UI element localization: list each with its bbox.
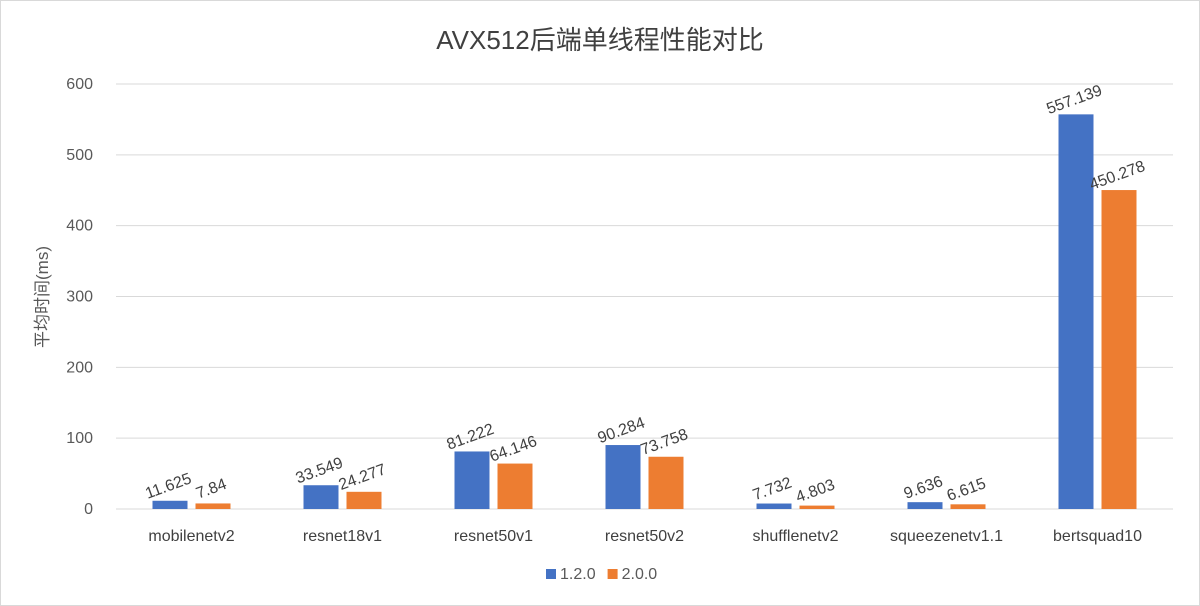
- data-label: 24.277: [337, 461, 389, 494]
- y-tick-label: 100: [66, 430, 93, 447]
- bar-2.0.0: [799, 505, 835, 509]
- bar-2.0.0: [950, 504, 986, 509]
- x-category-label: shufflenetv2: [753, 528, 839, 545]
- data-label: 6.615: [945, 475, 989, 505]
- bar-2.0.0: [648, 456, 684, 509]
- y-tick-label: 300: [66, 289, 93, 306]
- gridlines: [116, 83, 1173, 510]
- legend: 1.2.0 2.0.0: [546, 566, 657, 583]
- bar-1.2.0: [907, 502, 943, 509]
- data-label: 7.732: [751, 474, 795, 504]
- bar-1.2.0: [756, 503, 792, 509]
- y-tick-label: 400: [66, 218, 93, 235]
- chart-title: AVX512后端单线程性能对比: [436, 25, 763, 55]
- data-label: 73.758: [639, 426, 691, 459]
- legend-label: 1.2.0: [560, 566, 596, 583]
- bar-2.0.0: [346, 491, 382, 509]
- x-category-label: mobilenetv2: [148, 528, 234, 545]
- bar-1.2.0: [152, 500, 188, 509]
- y-tick-label: 200: [66, 359, 93, 376]
- y-axis-label: 平均时间(ms): [33, 246, 52, 348]
- bars: [152, 114, 1137, 510]
- bar-1.2.0: [303, 485, 339, 509]
- legend-swatch: [607, 569, 618, 579]
- data-label: 4.803: [794, 477, 838, 507]
- data-labels: 11.625 7.8433.54924.27781.22264.14690.284…: [143, 82, 1148, 506]
- x-category-label: resnet50v2: [605, 528, 684, 545]
- x-category-label: squeezenetv1.1: [890, 528, 1003, 545]
- data-label: 557.139: [1044, 82, 1104, 118]
- legend-swatch: [546, 569, 556, 579]
- x-category-label: resnet50v1: [454, 528, 533, 545]
- bar-1.2.0: [454, 451, 490, 509]
- data-label: 11.625: [143, 470, 194, 502]
- data-label: 450.278: [1087, 158, 1147, 194]
- bar-1.2.0: [605, 445, 641, 509]
- y-tick-label: 600: [66, 76, 93, 93]
- y-axis-ticks: 0 100 200 300 400 500 600: [66, 76, 93, 518]
- data-label: 7.84: [194, 476, 229, 503]
- x-axis-categories: mobilenetv2 resnet18v1 resnet50v1 resnet50v…: [148, 528, 1142, 545]
- bar-1.2.0: [1058, 114, 1094, 510]
- bar-2.0.0: [1101, 190, 1137, 509]
- data-label: 9.636: [902, 473, 946, 503]
- bar-2.0.0: [497, 463, 533, 509]
- bar-2.0.0: [195, 503, 231, 509]
- y-tick-label: 500: [66, 147, 93, 164]
- x-category-label: bertsquad10: [1053, 528, 1142, 545]
- y-tick-label: 0: [84, 501, 93, 518]
- x-category-label: resnet18v1: [303, 528, 382, 545]
- legend-label: 2.0.0: [622, 566, 658, 583]
